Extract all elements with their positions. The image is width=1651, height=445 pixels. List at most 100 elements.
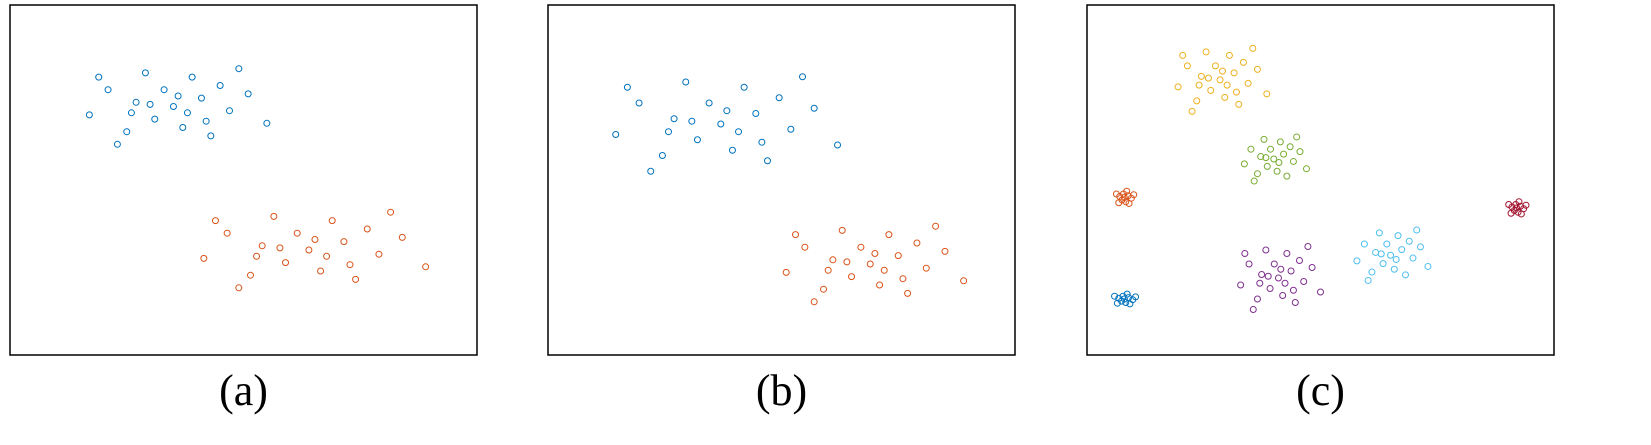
point <box>398 233 406 241</box>
point <box>1383 240 1391 248</box>
point <box>1287 267 1295 275</box>
point <box>1289 157 1297 165</box>
point <box>1237 281 1245 289</box>
point <box>113 140 121 148</box>
point <box>1218 67 1226 75</box>
point <box>1274 274 1282 282</box>
point <box>151 115 159 123</box>
point <box>174 92 182 100</box>
point <box>225 107 233 115</box>
point <box>235 284 243 292</box>
point <box>941 247 949 255</box>
point <box>1113 299 1121 307</box>
point <box>387 208 395 216</box>
point <box>1197 72 1205 80</box>
plot-frame <box>9 4 478 356</box>
point <box>1280 150 1288 158</box>
point <box>160 86 168 94</box>
point <box>1416 243 1424 251</box>
point <box>894 252 902 260</box>
point <box>1293 133 1301 141</box>
point <box>1115 199 1123 207</box>
point <box>263 119 271 127</box>
point <box>1202 48 1210 56</box>
point <box>1289 286 1297 294</box>
point <box>1368 268 1376 276</box>
point <box>1245 260 1253 268</box>
point <box>1111 292 1119 300</box>
point <box>1179 51 1187 59</box>
point <box>801 243 809 251</box>
point <box>623 83 631 91</box>
point <box>352 275 360 283</box>
point <box>1207 86 1215 94</box>
point <box>1283 250 1291 257</box>
point <box>207 132 215 140</box>
point <box>1123 290 1131 298</box>
point <box>1216 76 1224 84</box>
point <box>1119 292 1127 300</box>
point <box>1304 243 1312 250</box>
point <box>1230 69 1238 77</box>
point <box>1126 300 1134 308</box>
point <box>244 90 252 98</box>
point <box>211 217 219 225</box>
point <box>1193 97 1201 105</box>
point <box>1398 246 1406 254</box>
point <box>1232 88 1240 96</box>
point <box>1505 201 1513 208</box>
point <box>1308 264 1316 271</box>
point <box>717 120 725 128</box>
point <box>843 258 851 266</box>
point <box>1262 246 1270 254</box>
point <box>1266 285 1274 292</box>
point <box>1119 190 1127 198</box>
point <box>1225 51 1233 59</box>
point <box>422 263 430 271</box>
point <box>1277 265 1285 273</box>
point <box>752 110 760 117</box>
point <box>880 266 888 274</box>
point <box>834 141 842 149</box>
panel-caption: (b) <box>756 366 807 415</box>
plot-frame <box>1086 4 1555 356</box>
point <box>1122 299 1130 306</box>
panel: (c) <box>1086 4 1555 415</box>
point <box>871 250 879 257</box>
point <box>216 82 224 89</box>
point <box>612 131 620 138</box>
point <box>1390 265 1398 273</box>
point <box>735 128 743 136</box>
point <box>328 217 336 225</box>
point <box>1267 145 1275 153</box>
point <box>1118 297 1126 305</box>
point <box>1377 250 1385 258</box>
point <box>346 261 354 269</box>
point <box>340 238 348 246</box>
point <box>647 167 655 175</box>
point <box>1401 271 1409 279</box>
point <box>197 94 205 102</box>
point <box>960 277 968 285</box>
point <box>1244 79 1252 87</box>
point <box>282 259 290 267</box>
point <box>1283 172 1291 180</box>
point <box>1379 260 1387 268</box>
point <box>85 111 93 119</box>
point <box>670 115 678 123</box>
point <box>1302 165 1310 173</box>
point <box>188 73 196 81</box>
point <box>1211 62 1219 70</box>
point <box>1424 262 1432 270</box>
point <box>1260 135 1268 143</box>
point <box>635 99 643 107</box>
point <box>1250 177 1258 185</box>
point <box>270 212 278 220</box>
panel: (b) <box>547 4 1016 415</box>
point <box>123 128 131 136</box>
point <box>1279 292 1287 299</box>
point <box>1517 210 1525 218</box>
point <box>1239 58 1247 66</box>
point <box>829 256 837 264</box>
